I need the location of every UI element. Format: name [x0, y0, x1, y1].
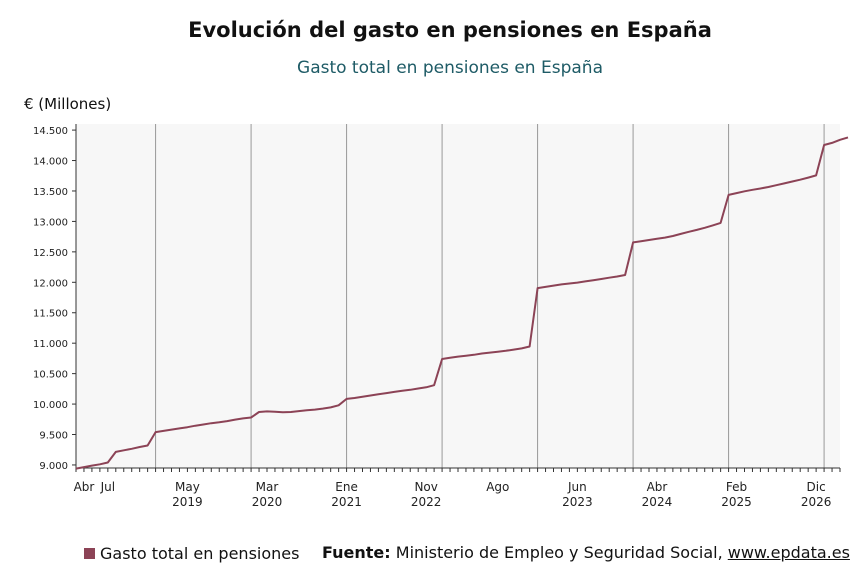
x-tick-label: Ago — [486, 480, 509, 494]
y-tick-label: 10.500 — [33, 370, 68, 381]
y-tick-label: 9.000 — [39, 461, 68, 472]
x-tick-year-label: 2023 — [562, 495, 593, 509]
x-tick-label: May — [175, 480, 200, 494]
x-tick-label: Jul — [100, 480, 115, 494]
source-text: Ministerio de Empleo y Seguridad Social, — [395, 543, 723, 562]
x-tick-label: Abr — [647, 480, 668, 494]
legend-swatch — [84, 548, 95, 559]
chart-subtitle: Gasto total en pensiones en España — [297, 58, 603, 78]
line-chart: 9.000 9.500 10.000 10.500 11.000 11.500 12.000… — [33, 124, 849, 509]
x-tick-year-label: 2025 — [721, 495, 752, 509]
y-axis-unit-label: € (Millones) — [24, 95, 112, 113]
y-tick-label: 9.500 — [39, 431, 68, 442]
y-tick-label: 10.000 — [33, 400, 68, 411]
y-tick-label: 11.500 — [33, 309, 68, 320]
x-tick-year-label: 2026 — [801, 495, 832, 509]
x-tick-year-label: 2022 — [411, 495, 442, 509]
y-tick-label: 11.000 — [33, 339, 68, 350]
legend-label: Gasto total en pensiones — [100, 544, 300, 563]
y-tick-label: 13.500 — [33, 187, 68, 198]
source-note: Fuente: Ministerio de Empleo y Seguridad… — [322, 543, 850, 562]
x-tick-label: Abr — [74, 480, 95, 494]
source-link[interactable]: www.epdata.es — [727, 543, 850, 562]
x-tick-year-label: 2024 — [642, 495, 673, 509]
y-tick-label: 14.500 — [33, 126, 68, 137]
x-tick-label: Feb — [726, 480, 747, 494]
plot-area — [76, 124, 840, 468]
x-tick-label: Jun — [567, 480, 587, 494]
y-tick-label: 13.000 — [33, 217, 68, 228]
y-tick-label: 12.000 — [33, 278, 68, 289]
x-tick-year-label: 2020 — [252, 495, 283, 509]
x-tick-label: Mar — [256, 480, 279, 494]
y-tick-label: 12.500 — [33, 248, 68, 259]
x-tick-year-label: 2021 — [331, 495, 362, 509]
legend: Gasto total en pensiones — [84, 544, 299, 563]
x-tick-label: Dic — [807, 480, 826, 494]
x-tick-label: Ene — [335, 480, 358, 494]
series-line — [75, 136, 849, 470]
chart-title: Evolución del gasto en pensiones en Espa… — [188, 18, 712, 42]
x-tick-year-label: 2019 — [172, 495, 203, 509]
x-tick-label: Nov — [414, 480, 437, 494]
source-label: Fuente: — [322, 543, 391, 562]
y-tick-label: 14.000 — [33, 157, 68, 168]
